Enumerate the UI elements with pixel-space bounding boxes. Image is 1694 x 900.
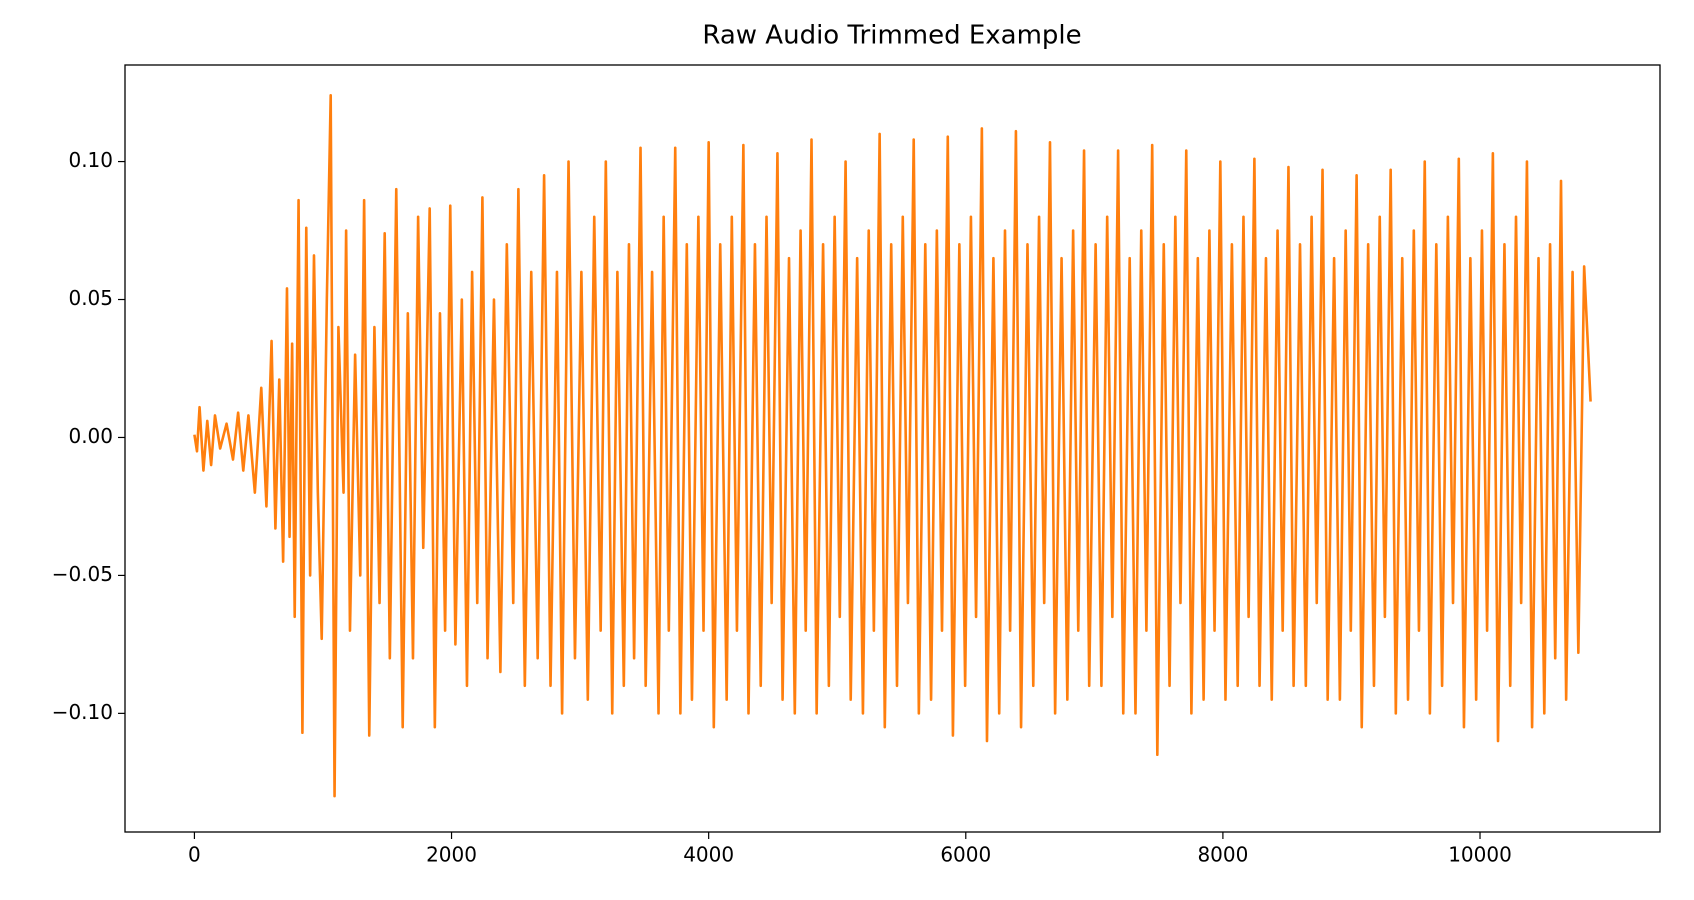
x-tick-label: 6000 (940, 843, 991, 867)
x-tick-label: 4000 (683, 843, 734, 867)
y-tick-label: −0.10 (52, 700, 113, 724)
x-tick-label: 0 (188, 843, 201, 867)
chart-title: Raw Audio Trimmed Example (702, 21, 1081, 51)
x-tick-label: 8000 (1197, 843, 1248, 867)
x-tick-label: 10000 (1448, 843, 1512, 867)
plot-frame (124, 64, 1661, 833)
y-tick-label: 0.10 (68, 148, 113, 172)
y-tick-label: 0.00 (68, 424, 113, 448)
y-tick-label: −0.05 (52, 562, 113, 586)
waveform-line (193, 94, 1592, 798)
y-tick-label: 0.05 (68, 286, 113, 310)
x-tick-label: 2000 (426, 843, 477, 867)
